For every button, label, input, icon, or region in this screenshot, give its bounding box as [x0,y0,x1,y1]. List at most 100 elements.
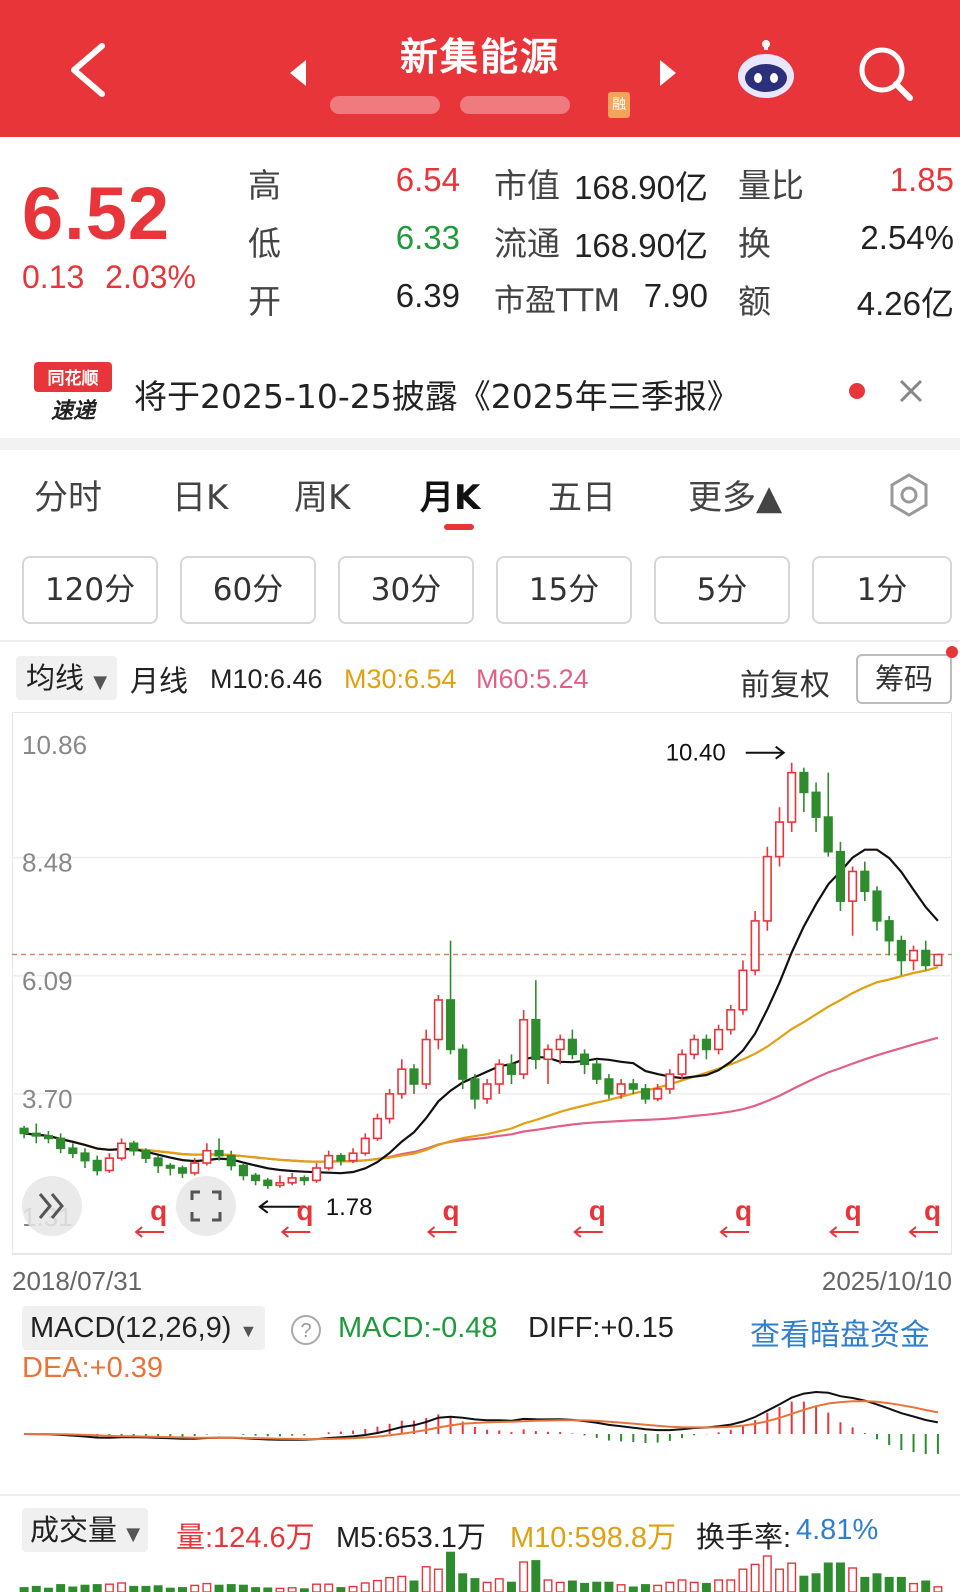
volume-bar [470,1578,480,1592]
volume-bar [312,1583,321,1592]
turnover-value: 2.54% [860,219,954,256]
candle-down [43,1135,54,1140]
volume-bar [616,1584,626,1592]
interval-15m-button[interactable]: 15分 [496,556,632,624]
double-chevron-icon [38,1193,52,1219]
candle-down [19,1127,29,1135]
candle-down [56,1137,66,1150]
tab-five-day[interactable]: 五日 [548,478,616,518]
candle-up [519,1018,529,1075]
search-icon[interactable] [856,44,916,104]
volume-bar [738,1568,748,1592]
margin-tag: 融 [608,92,630,118]
stock-title: 新集能源 [399,35,560,79]
amount-label: 额 [738,282,771,321]
candle-down [860,870,870,893]
volume-bar [762,1555,772,1592]
interval-5m-button[interactable]: 5分 [654,556,790,624]
ma10-value: M10:6.46 [210,664,323,694]
candle-down [921,949,931,967]
active-tab-indicator [444,524,474,530]
chevron-down-icon: ▼ [93,672,108,693]
candle-down [872,890,882,922]
q-marker: q [296,1195,313,1226]
candle-up [677,1053,687,1075]
candle-up [482,1083,492,1100]
candle-up [714,1028,724,1051]
back-arrow-icon[interactable] [62,40,114,100]
open-value: 6.39 [395,277,460,314]
candle-down [640,1088,651,1100]
tab-intraday[interactable]: 分时 [34,478,102,518]
candle-up [116,1142,127,1159]
volume-bar [641,1584,650,1592]
tonghuashun-express-logo: 同花顺 速递 [34,362,112,424]
volume-bar [543,1579,553,1592]
candle-up [762,855,772,922]
expand-sidebar-button[interactable] [22,1176,82,1236]
volume-bar [153,1585,163,1592]
ma-select-dropdown[interactable]: 均线 ▼ [16,656,118,700]
q-marker: q [589,1195,606,1226]
volume-bar [19,1587,29,1592]
candle-up [726,1009,736,1031]
ma-select-label: 均线 [26,661,85,695]
candle-down [165,1164,175,1169]
dark-pool-link[interactable]: 查看暗盘资金 [750,1318,930,1353]
candle-down [238,1164,248,1177]
change-percent: 2.03% [105,259,196,295]
candle-up [543,1048,553,1061]
candle-down [336,1154,346,1162]
macd-select-dropdown[interactable]: MACD(12,26,9) ▼ [22,1306,266,1350]
interval-60m-button[interactable]: 60分 [180,556,316,624]
double-chevron-icon [50,1193,64,1219]
macd-value: MACD:-0.48 [338,1312,498,1344]
volume-bar [896,1576,906,1592]
prev-stock-icon[interactable] [288,58,308,88]
chips-button[interactable]: 筹码 [856,654,952,704]
candle-up [750,920,760,972]
pe-value: 7.90 [643,277,708,314]
help-icon[interactable]: ? [290,1314,322,1346]
interval-30m-button[interactable]: 30分 [338,556,474,624]
close-icon[interactable] [896,376,926,406]
volume-bar [43,1587,53,1592]
candle-down [153,1157,163,1167]
tab-weekly-k[interactable]: 周K [294,478,351,518]
interval-120m-button[interactable]: 120分 [22,556,158,624]
q-marker-arrowhead [829,1226,838,1238]
q-marker: q [150,1195,167,1226]
volume-select-dropdown[interactable]: 成交量 ▼ [22,1508,149,1552]
volume-bar [80,1584,90,1592]
assistant-robot-icon[interactable] [734,40,798,100]
q-marker: q [443,1195,460,1226]
fullscreen-button[interactable] [176,1176,236,1236]
chart-settings-icon[interactable] [886,472,932,518]
candle-up [385,1093,395,1120]
tab-more[interactable]: 更多▲ [688,478,783,518]
volume-bar [31,1585,41,1592]
quote-panel: 6.52 0.13 2.03% 高 6.54 低 6.33 开 6.39 市值 … [0,137,960,337]
candle-down [251,1174,261,1182]
volume-bar [860,1576,870,1592]
tab-daily-k[interactable]: 日K [172,478,229,518]
notice-bar[interactable]: 同花顺 速递 将于2025-10-25披露《2025年三季报》 [0,346,960,438]
volume-bar [714,1579,724,1592]
tab-monthly-k[interactable]: 月K [420,478,481,518]
candle-down [263,1179,273,1187]
volume-m10: M10:598.8万 [510,1522,677,1554]
candle-down [68,1147,78,1154]
candle-up [787,771,797,823]
volume-bar [848,1567,858,1592]
stock-code-area: 融 [330,92,630,118]
volume-bar [592,1581,602,1592]
ma30-value: M30:6.54 [344,664,457,694]
section-divider [0,438,960,450]
high-arrowhead [775,745,786,760]
volume-bar [933,1586,943,1592]
macd-header: MACD(12,26,9) ▼ ? MACD:-0.48 DIFF:+0.15 … [0,1300,960,1390]
price-adjust-mode[interactable]: 前复权 [740,668,830,703]
interval-1m-button[interactable]: 1分 [812,556,952,624]
next-stock-icon[interactable] [658,58,678,88]
